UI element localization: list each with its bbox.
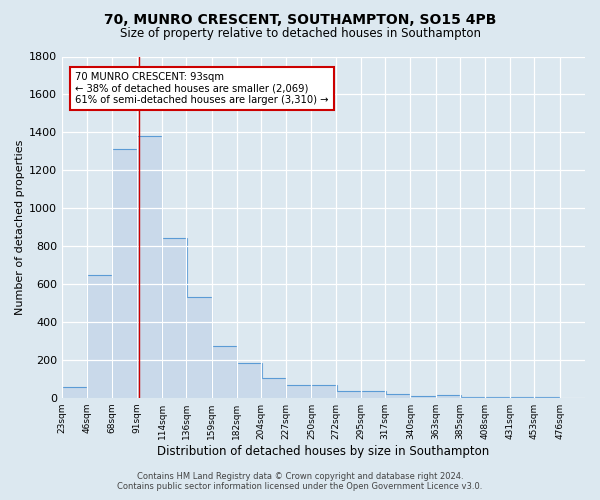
Bar: [112, 150, 137, 398]
Bar: [311, 386, 337, 398]
Text: 70 MUNRO CRESCENT: 93sqm
← 38% of detached houses are smaller (2,069)
61% of sem: 70 MUNRO CRESCENT: 93sqm ← 38% of detach…: [75, 72, 329, 105]
Bar: [237, 362, 262, 398]
Bar: [460, 397, 485, 398]
Bar: [535, 397, 560, 398]
Bar: [212, 346, 237, 398]
Bar: [335, 391, 361, 398]
Bar: [186, 297, 212, 398]
Bar: [436, 395, 461, 398]
Bar: [88, 276, 113, 398]
Bar: [137, 136, 162, 398]
Text: Contains HM Land Registry data © Crown copyright and database right 2024.
Contai: Contains HM Land Registry data © Crown c…: [118, 472, 482, 491]
Bar: [385, 394, 410, 398]
Bar: [410, 396, 436, 398]
Y-axis label: Number of detached properties: Number of detached properties: [15, 140, 25, 315]
Bar: [511, 397, 536, 398]
Bar: [62, 388, 88, 398]
X-axis label: Distribution of detached houses by size in Southampton: Distribution of detached houses by size …: [157, 444, 490, 458]
Text: 70, MUNRO CRESCENT, SOUTHAMPTON, SO15 4PB: 70, MUNRO CRESCENT, SOUTHAMPTON, SO15 4P…: [104, 12, 496, 26]
Bar: [286, 386, 311, 398]
Bar: [361, 391, 386, 398]
Bar: [485, 397, 511, 398]
Text: Size of property relative to detached houses in Southampton: Size of property relative to detached ho…: [119, 28, 481, 40]
Bar: [162, 238, 187, 398]
Bar: [261, 378, 286, 398]
